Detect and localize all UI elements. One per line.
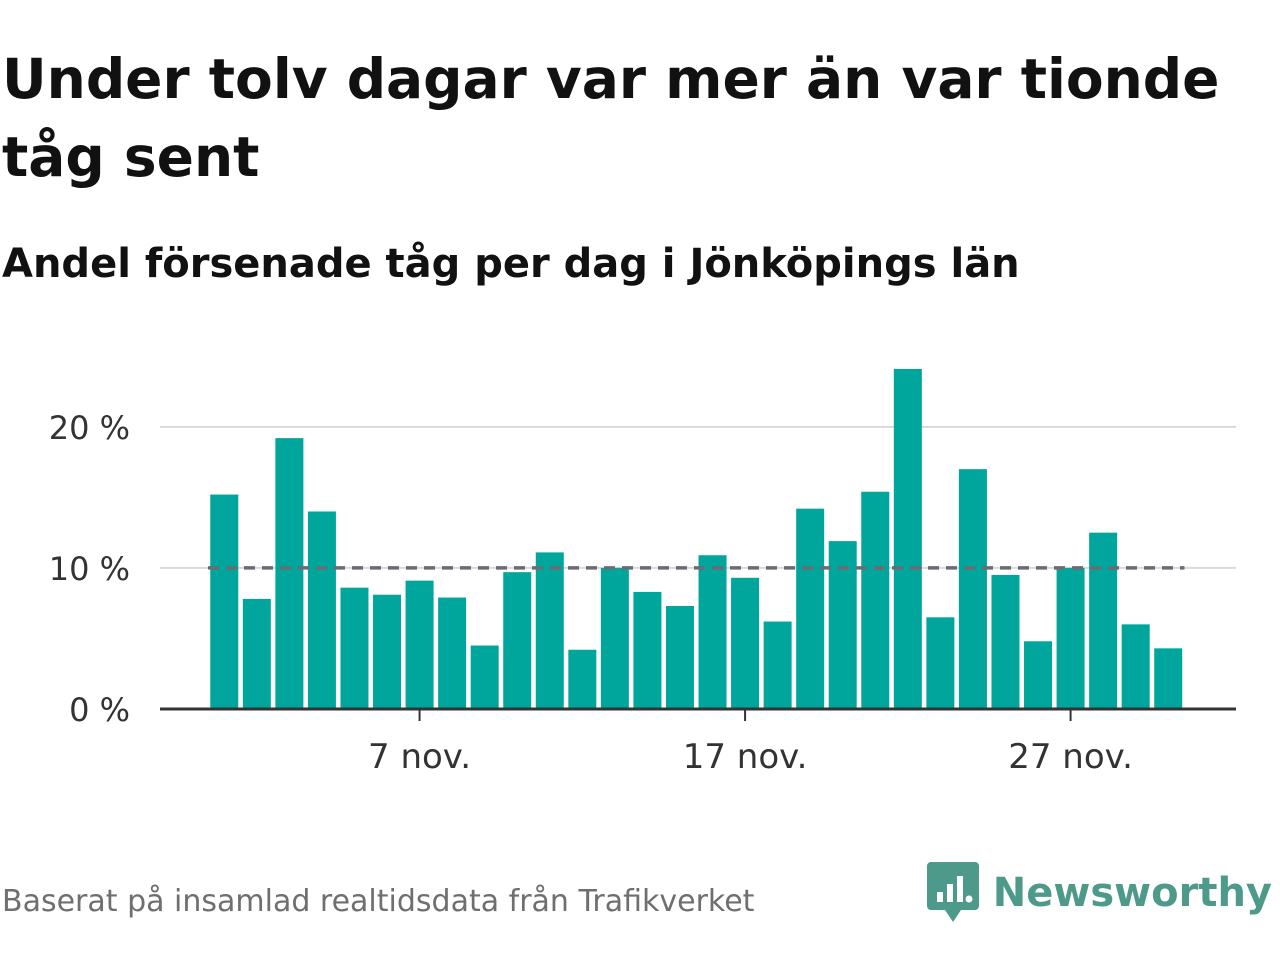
brand-logo: Newsworthy bbox=[926, 862, 1272, 924]
bar bbox=[991, 574, 1020, 709]
bar bbox=[731, 577, 760, 709]
bar bbox=[1154, 648, 1183, 709]
bar bbox=[698, 555, 727, 709]
bars bbox=[210, 369, 1183, 709]
newsworthy-logo-icon bbox=[926, 862, 979, 922]
bar bbox=[275, 438, 304, 709]
bar bbox=[405, 580, 434, 709]
bar-chart: 0 % 10 % 20 % 7 nov. 17 nov. 27 nov. bbox=[49, 369, 1236, 777]
bar bbox=[307, 511, 336, 709]
bar bbox=[438, 597, 467, 709]
bar bbox=[665, 606, 694, 709]
bar bbox=[633, 591, 662, 709]
bar bbox=[1024, 641, 1053, 709]
bar bbox=[470, 645, 499, 709]
bar bbox=[926, 617, 955, 709]
y-tick-label: 20 % bbox=[49, 409, 130, 447]
bar bbox=[242, 598, 271, 709]
bar bbox=[1121, 624, 1150, 709]
bar bbox=[763, 621, 792, 709]
bar bbox=[340, 587, 369, 709]
bar bbox=[210, 494, 239, 709]
source-note: Baserat på insamlad realtidsdata från Tr… bbox=[2, 884, 755, 919]
x-tick-label: 27 nov. bbox=[1008, 737, 1133, 777]
bar bbox=[861, 491, 890, 709]
bar bbox=[503, 572, 532, 709]
x-tick-label: 7 nov. bbox=[368, 737, 471, 777]
bar bbox=[568, 649, 597, 709]
bar bbox=[893, 369, 922, 709]
y-tick-label: 0 % bbox=[69, 691, 130, 729]
bar bbox=[1056, 567, 1085, 709]
bar bbox=[796, 508, 825, 709]
chart-title: Under tolv dagar var mer än var tionde t… bbox=[2, 47, 1220, 189]
bar bbox=[958, 469, 987, 709]
chart-subtitle: Andel försenade tåg per dag i Jönköpings… bbox=[2, 241, 1020, 287]
bar bbox=[373, 594, 402, 709]
x-tick-label: 17 nov. bbox=[683, 737, 808, 777]
bar bbox=[535, 552, 564, 709]
axes: 0 % 10 % 20 % 7 nov. 17 nov. 27 nov. bbox=[49, 409, 1236, 777]
bar bbox=[1089, 532, 1118, 709]
brand-name: Newsworthy bbox=[992, 870, 1272, 916]
y-tick-label: 10 % bbox=[49, 550, 130, 588]
bar bbox=[600, 567, 629, 709]
